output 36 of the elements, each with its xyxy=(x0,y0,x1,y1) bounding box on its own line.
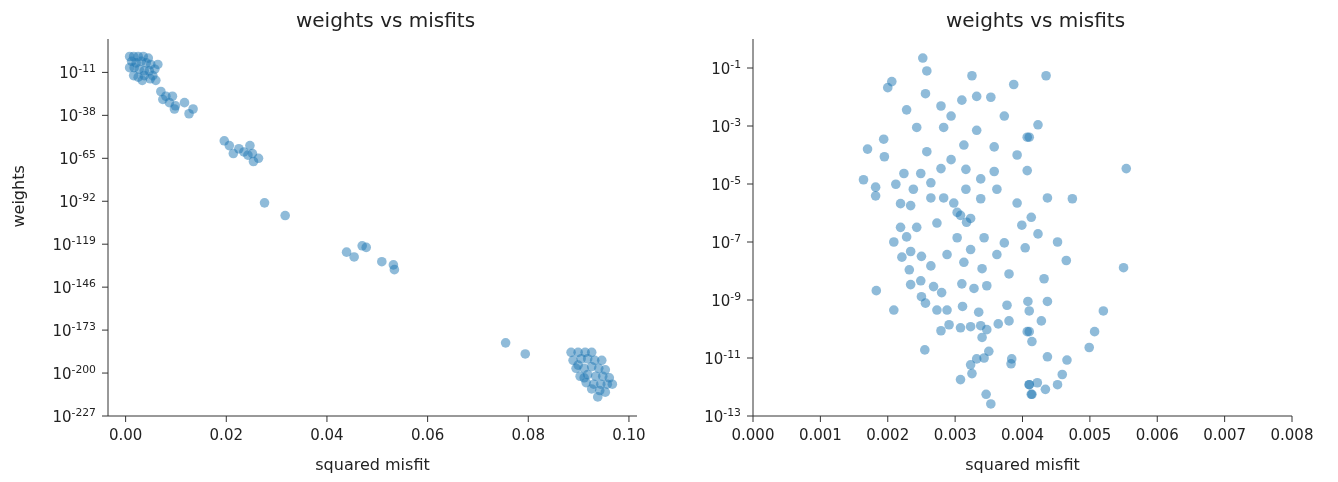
chart-title: weights vs misfits xyxy=(294,8,477,32)
x-tick-label: 0.001 xyxy=(798,426,842,444)
x-axis-title: squared misfit xyxy=(965,455,1080,474)
x-tick-label: 0.005 xyxy=(1068,426,1112,444)
y-tick-label: 10$^{-146}$ xyxy=(52,276,97,298)
x-tick-label: 0.002 xyxy=(866,426,910,444)
y-tick-label: 10$^{-200}$ xyxy=(52,362,97,384)
y-tick-label: 10$^{-7}$ xyxy=(711,231,741,252)
y-tick-label: 10$^{-11}$ xyxy=(59,61,96,83)
x-tick-label: 0.004 xyxy=(1001,426,1044,444)
y-tick-label: 10$^{-173}$ xyxy=(52,319,96,341)
x-tick-label: 0.08 xyxy=(511,426,545,444)
y-tick-label: 10$^{-3}$ xyxy=(711,115,741,136)
x-tick-label: 0.000 xyxy=(731,426,775,444)
x-tick-label: 0.00 xyxy=(108,426,143,444)
y-tick-label: 10$^{-65}$ xyxy=(59,147,96,169)
y-tick-label: 10$^{-1}$ xyxy=(711,57,741,78)
x-tick-label: 0.008 xyxy=(1270,426,1314,444)
chart-title: weights vs misfits xyxy=(944,8,1127,32)
x-axis-title: squared misfit xyxy=(315,455,430,474)
y-tick-label: 10$^{-119}$ xyxy=(52,233,97,255)
x-tick-label: 0.06 xyxy=(410,426,445,444)
y-tick-label: 10$^{-11}$ xyxy=(704,347,741,368)
x-tick-label: 0.006 xyxy=(1135,426,1179,444)
y-tick-label: 10$^{-92}$ xyxy=(59,190,96,212)
x-tick-label: 0.007 xyxy=(1203,426,1247,444)
x-tick-label: 0.02 xyxy=(209,426,243,444)
y-axis-title: weights xyxy=(8,165,28,228)
x-tick-label: 0.04 xyxy=(310,426,344,444)
y-tick-label: 10$^{-13}$ xyxy=(704,405,741,426)
y-tick-label: 10$^{-5}$ xyxy=(711,173,741,194)
x-tick-label: 0.003 xyxy=(933,426,977,444)
x-tick-label: 0.10 xyxy=(612,426,646,444)
y-tick-label: 10$^{-227}$ xyxy=(52,405,96,426)
y-tick-label: 10$^{-38}$ xyxy=(59,104,97,126)
y-tick-label: 10$^{-9}$ xyxy=(711,289,742,310)
